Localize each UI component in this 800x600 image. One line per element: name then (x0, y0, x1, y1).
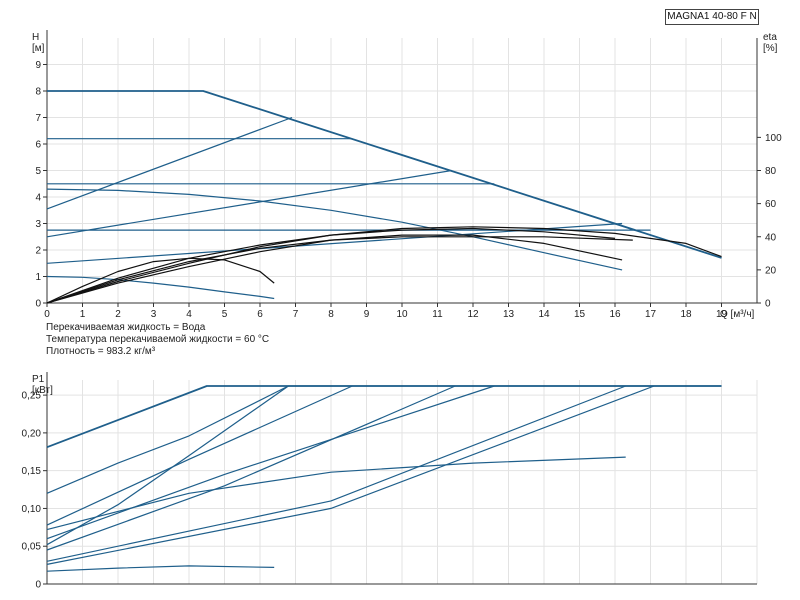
density-note: Плотность = 983.2 кг/м³ (46, 346, 156, 357)
power-curve (46, 456, 626, 531)
x-tick-label: 7 (293, 309, 299, 320)
x-tick-label: 15 (574, 309, 586, 320)
y-axis-unit: [кВт] (32, 385, 53, 396)
y-tick-label: 1 (35, 272, 41, 283)
product-label: MAGNA1 40-80 F N (665, 9, 759, 25)
head-curve-prop-pressure (46, 116, 293, 210)
efficiency-curve (46, 227, 616, 304)
head-curve-prop-pressure (46, 169, 452, 238)
y-tick-label: 0 (35, 299, 41, 310)
y-tick-label: 9 (35, 60, 41, 71)
power-curve (46, 385, 626, 562)
y-axis-label: P1 (32, 374, 45, 385)
head-curve-prop-pressure (46, 222, 623, 264)
y-tick-label: 0,25 (22, 391, 42, 402)
head-curve-fixed-speed (46, 275, 275, 300)
x-tick-label: 14 (538, 309, 550, 320)
y-axis-label: H (32, 32, 39, 43)
y-axis-unit: [м] (32, 43, 45, 54)
y-tick-label: 5 (35, 166, 41, 177)
x-tick-label: 12 (467, 309, 479, 320)
x-tick-label: 13 (503, 309, 515, 320)
x-tick-label: 18 (680, 309, 692, 320)
x-tick-label: 4 (186, 309, 192, 320)
y-tick-label: 6 (35, 140, 41, 151)
x-tick-label: 11 (432, 309, 443, 320)
x-tick-label: 8 (328, 309, 334, 320)
y-tick-label: 0 (35, 580, 41, 591)
y2-tick-label: 0 (765, 299, 771, 310)
temperature-note: Температура перекачиваемой жидкости = 60… (46, 334, 270, 345)
power-curve (46, 385, 722, 494)
x-tick-label: 17 (645, 309, 657, 320)
x-tick-label: 9 (364, 309, 370, 320)
y-tick-label: 0,15 (22, 466, 42, 477)
x-tick-label: 1 (80, 309, 86, 320)
power-curve (46, 385, 495, 540)
y-tick-label: 0,20 (22, 428, 42, 439)
head-curve-max-curve (47, 90, 722, 259)
power-curve (46, 565, 275, 572)
y2-tick-label: 100 (765, 133, 782, 144)
y2-tick-label: 20 (765, 265, 777, 276)
x-tick-label: 19 (716, 309, 728, 320)
x-tick-label: 10 (396, 309, 408, 320)
power-curve (46, 385, 655, 565)
x-tick-label: 16 (609, 309, 621, 320)
x-tick-label: 0 (44, 309, 50, 320)
y-tick-label: 7 (35, 113, 41, 124)
x-axis-label: Q [м³/ч] (720, 309, 755, 320)
power-curve (46, 385, 353, 526)
power-curve (46, 385, 289, 546)
y2-tick-label: 80 (765, 166, 777, 177)
x-tick-label: 6 (257, 309, 263, 320)
power-curve (46, 385, 456, 551)
efficiency-curve (46, 236, 633, 304)
y2-tick-label: 40 (765, 232, 777, 243)
x-tick-label: 2 (115, 309, 121, 320)
efficiency-curve (46, 226, 722, 304)
y2-axis-label: eta (763, 32, 777, 43)
y-tick-label: 2 (35, 246, 41, 257)
y-tick-label: 3 (35, 219, 41, 230)
x-tick-label: 3 (151, 309, 157, 320)
x-tick-label: 5 (222, 309, 228, 320)
y-tick-label: 4 (35, 193, 41, 204)
y-tick-label: 8 (35, 87, 41, 98)
efficiency-curve (46, 234, 623, 304)
liquid-note: Перекачиваемая жидкость = Вода (46, 322, 206, 333)
y-tick-label: 0,05 (22, 542, 42, 553)
y-tick-label: 0,10 (22, 504, 42, 515)
efficiency-curve (46, 257, 275, 304)
y2-tick-label: 60 (765, 199, 777, 210)
head-curve-fixed-speed (46, 188, 623, 271)
y2-axis-unit: [%] (763, 43, 778, 54)
